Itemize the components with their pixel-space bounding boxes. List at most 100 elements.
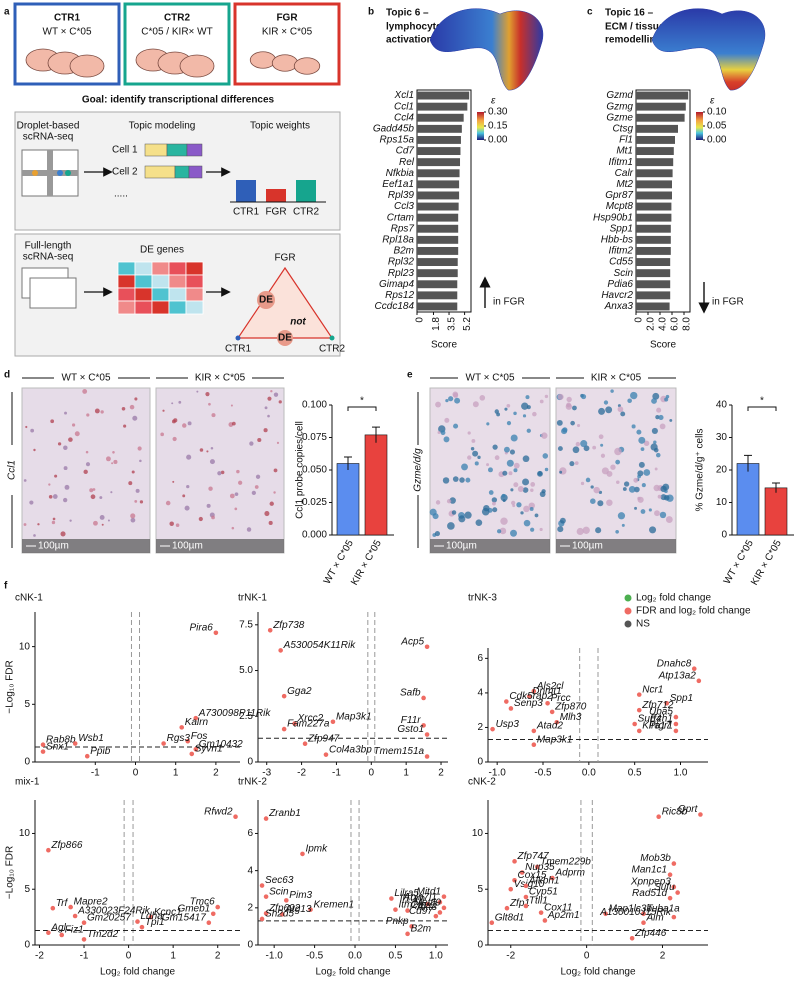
cell-dot xyxy=(92,488,96,491)
topic-segment xyxy=(144,165,176,179)
point xyxy=(213,630,219,636)
point-label: Snx1 xyxy=(46,741,69,752)
y-tick-label: 0.050 xyxy=(302,465,327,476)
cell-dot xyxy=(23,479,27,482)
point-label: Zfp870 xyxy=(554,702,587,713)
colorbar-tick-label: 0.30 xyxy=(488,107,508,118)
y-tick-label: 5 xyxy=(24,699,30,710)
point xyxy=(424,754,430,759)
y-tick-label: 0 xyxy=(721,530,727,541)
point xyxy=(59,932,65,938)
colorbar xyxy=(696,112,703,140)
category-label: Gpr87 xyxy=(605,190,633,201)
cell-dot xyxy=(630,391,638,400)
cell-dot xyxy=(211,413,216,418)
cell-dot xyxy=(593,486,600,494)
point xyxy=(667,872,673,878)
cell-dot xyxy=(63,445,68,450)
bar xyxy=(636,124,678,133)
point xyxy=(389,896,394,901)
chart-title: cNK-1 xyxy=(15,593,43,604)
cell-dot xyxy=(634,506,637,510)
y-axis-label: −Log₁₀ FDR xyxy=(5,846,16,899)
point-label: Uba5 xyxy=(649,707,673,718)
apex-label: FGR xyxy=(274,253,295,264)
cell-dot xyxy=(60,531,66,537)
x-tick-label: -2 xyxy=(35,951,44,962)
droplet-icon xyxy=(32,170,38,176)
group-cross: WT × C*05 xyxy=(43,27,92,38)
point-label: Atad2 xyxy=(536,721,564,732)
point xyxy=(233,814,238,820)
de-badge xyxy=(257,291,275,309)
heat-cell xyxy=(134,274,153,289)
cell-dot xyxy=(572,446,580,454)
cell-dot xyxy=(208,402,211,406)
cell-dot xyxy=(186,484,190,489)
category-label: Rpl32 xyxy=(388,257,415,268)
cell-dot xyxy=(196,390,199,393)
cell-dot xyxy=(236,469,240,474)
cell-dot xyxy=(510,434,518,442)
significance-bracket xyxy=(747,406,777,411)
cell-dot xyxy=(523,505,530,513)
header-bg xyxy=(458,371,522,385)
cell-dot xyxy=(574,461,579,466)
point xyxy=(283,898,289,903)
cell-dot xyxy=(254,485,259,489)
bar xyxy=(417,213,459,222)
colorbar-tick-label: 0.05 xyxy=(707,121,727,132)
cell-dot xyxy=(486,463,490,467)
point xyxy=(535,864,540,870)
bar xyxy=(636,291,671,300)
cell-dot xyxy=(100,410,104,414)
point xyxy=(193,715,199,721)
cell-dot xyxy=(641,483,646,488)
x-tick-label: 3.5 xyxy=(447,317,458,331)
group-box xyxy=(233,2,341,86)
point xyxy=(673,728,679,734)
bar xyxy=(636,280,671,289)
corner-dot xyxy=(329,335,335,341)
point xyxy=(523,894,529,900)
cell-dot xyxy=(231,421,236,426)
point-label: Spp1 xyxy=(670,693,693,704)
cell-dot xyxy=(172,480,175,483)
cell-dot xyxy=(68,437,73,442)
bar xyxy=(417,191,460,200)
point xyxy=(691,666,697,672)
point-label: Klra17 xyxy=(642,721,671,732)
cell-dot xyxy=(131,470,135,474)
cell-dot xyxy=(640,447,645,452)
heat-cell xyxy=(151,261,170,276)
y-tick-label: 10 xyxy=(716,497,728,508)
point xyxy=(263,816,269,821)
x-tick-label: 2.0 xyxy=(646,317,657,331)
heat-cell xyxy=(134,300,153,315)
x-tick-label: -3 xyxy=(262,768,271,779)
cell-dot xyxy=(541,432,548,439)
point-label: Zfp446 xyxy=(634,928,667,939)
cell-dot xyxy=(508,471,513,476)
category-label: Nfkbia xyxy=(386,168,415,179)
cell-dot xyxy=(134,397,138,401)
de-badge xyxy=(277,330,293,346)
point-label: Kalrn xyxy=(185,717,209,728)
cell-dot xyxy=(522,487,529,493)
chart-subtitle: activation xyxy=(386,35,433,46)
y-tick-label: 0.100 xyxy=(302,400,327,411)
point-label: Als2cl xyxy=(536,681,564,692)
cell-dot xyxy=(255,474,261,479)
point-label: Usp3 xyxy=(496,719,520,730)
cell-dot xyxy=(502,499,506,503)
category-label: Gzmd xyxy=(606,90,633,101)
heat-cell xyxy=(168,300,187,315)
heat-cell xyxy=(151,300,170,315)
point xyxy=(523,883,529,889)
corner-label: CTR2 xyxy=(319,344,346,355)
cell-dot xyxy=(110,491,113,494)
point-label: Mitd1 xyxy=(417,886,441,897)
cell-dot xyxy=(660,494,667,501)
cell-dot xyxy=(559,470,563,474)
